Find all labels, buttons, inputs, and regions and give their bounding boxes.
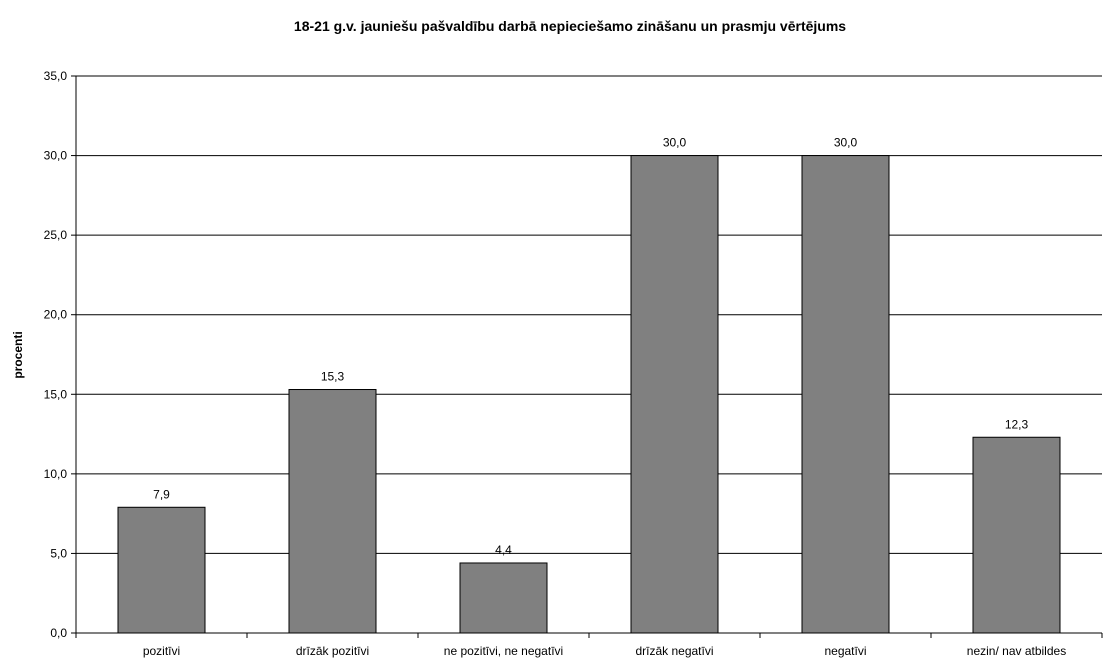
x-tick-label: negatīvi: [824, 644, 866, 658]
x-tick-label: drīzāk negatīvi: [635, 644, 713, 658]
x-tick-label: drīzāk pozitīvi: [296, 644, 369, 658]
axes: [75, 76, 1102, 634]
gridlines: [76, 75, 1102, 554]
y-tick-labels: 0,0 5,0 10,0 15,0 20,0 25,0 30,0 35,0: [44, 69, 76, 640]
chart-title: 18-21 g.v. jauniešu pašvaldību darbā nep…: [294, 18, 846, 34]
data-label: 30,0: [834, 136, 858, 150]
y-tick-label: 25,0: [44, 228, 68, 242]
x-tick-label: ne pozitīvi, ne negatīvi: [444, 644, 563, 658]
data-label: 15,3: [321, 370, 345, 384]
bar: [117, 506, 206, 634]
data-label: 30,0: [663, 136, 687, 150]
y-tick-label: 0,0: [50, 626, 67, 640]
y-axis-label: procenti: [11, 331, 25, 378]
y-tick-label: 35,0: [44, 69, 68, 83]
data-label: 4,4: [495, 543, 512, 557]
x-tick-labels: pozitīvi drīzāk pozitīvi ne pozitīvi, ne n…: [75, 633, 1103, 658]
bar: [459, 562, 548, 634]
y-tick-label: 5,0: [50, 546, 67, 560]
y-tick-label: 15,0: [44, 387, 68, 401]
bar: [972, 436, 1061, 634]
bar: [630, 155, 719, 634]
data-labels: 7,9 15,3 4,4 30,0 30,0 12,3: [153, 136, 1028, 557]
x-tick-label: nezin/ nav atbildes: [967, 644, 1066, 658]
data-label: 7,9: [153, 487, 170, 501]
bar: [801, 155, 890, 634]
bars: [117, 155, 1061, 634]
y-tick-label: 20,0: [44, 308, 68, 322]
x-tick-label: pozitīvi: [143, 644, 180, 658]
y-tick-label: 30,0: [44, 149, 68, 163]
bar: [288, 389, 377, 634]
data-label: 12,3: [1005, 417, 1029, 431]
y-tick-label: 10,0: [44, 467, 68, 481]
